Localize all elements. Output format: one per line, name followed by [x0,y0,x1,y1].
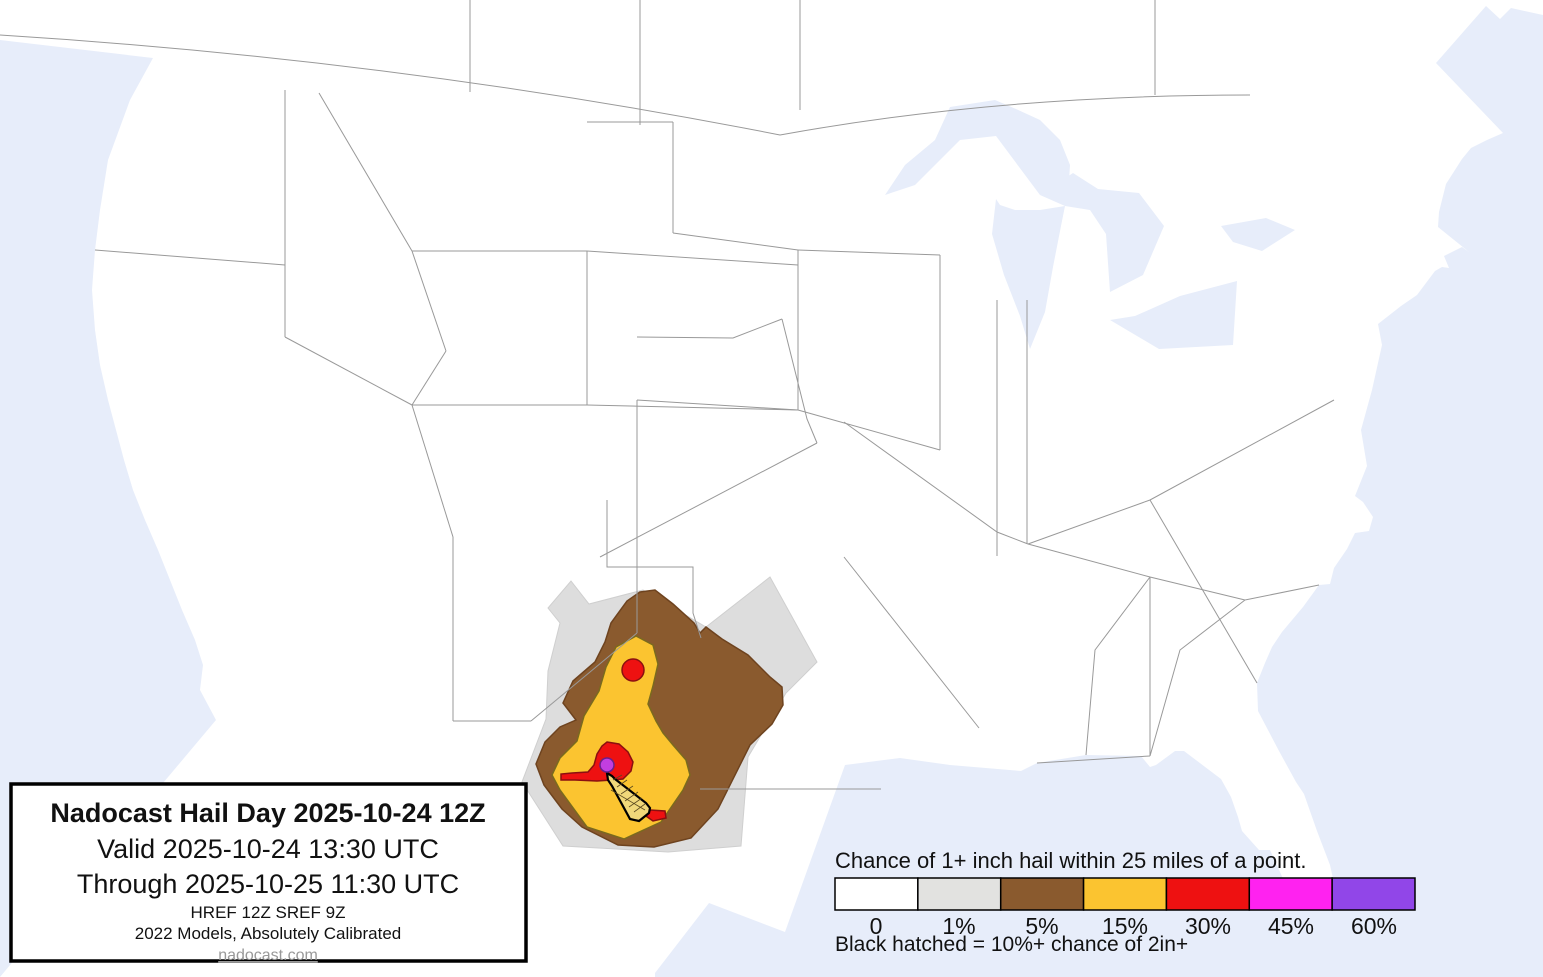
svg-text:45%: 45% [1268,913,1314,939]
svg-text:Nadocast Hail Day 2025-10-24 1: Nadocast Hail Day 2025-10-24 12Z [50,798,485,828]
svg-text:Valid 2025-10-24 13:30 UTC: Valid 2025-10-24 13:30 UTC [97,834,439,864]
svg-text:60%: 60% [1351,913,1397,939]
svg-text:Black hatched = 10%+ chance of: Black hatched = 10%+ chance of 2in+ [835,933,1188,956]
svg-text:nadocast.com: nadocast.com [218,947,318,964]
svg-text:Chance of 1+ inch hail within: Chance of 1+ inch hail within 25 miles o… [835,848,1306,873]
svg-text:30%: 30% [1185,913,1231,939]
svg-text:HREF 12Z SREF 9Z: HREF 12Z SREF 9Z [191,903,346,922]
svg-text:2022 Models, Absolutely Calibr: 2022 Models, Absolutely Calibrated [135,924,402,943]
svg-text:Through 2025-10-25 11:30 UTC: Through 2025-10-25 11:30 UTC [77,869,459,899]
